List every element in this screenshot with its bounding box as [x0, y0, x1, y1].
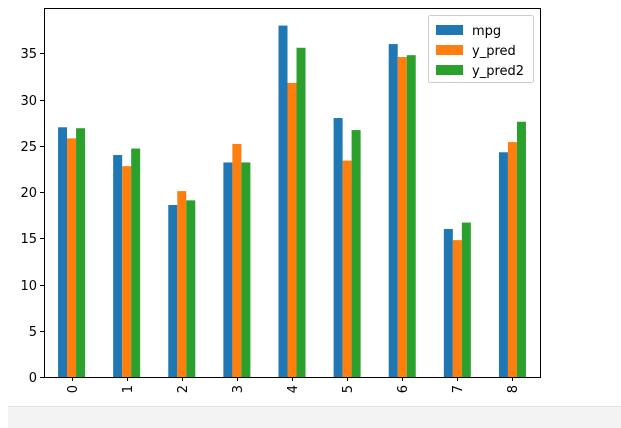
- bar-mpg-4: [278, 25, 288, 377]
- y-tick-label: 25: [20, 140, 37, 155]
- bar-y_pred-4: [287, 82, 297, 377]
- bar-mpg-5: [333, 118, 343, 377]
- x-tick-label: 2: [176, 385, 191, 393]
- legend: mpg y_pred y_pred2: [428, 15, 534, 83]
- y-axis-ticks: 0 5 10 15 20 25 30 35: [20, 47, 44, 386]
- x-tick-label: 6: [396, 385, 411, 393]
- x-tick-label: 4: [286, 385, 301, 393]
- legend-label-mpg: mpg: [472, 24, 501, 39]
- bar-y_pred2-4: [296, 47, 306, 378]
- bar-y_pred-1: [122, 166, 132, 377]
- y-tick-label: 35: [20, 47, 37, 62]
- y-tick-label: 15: [20, 232, 37, 247]
- legend-swatch-y_pred2: [436, 65, 463, 75]
- y-tick-label: 10: [20, 279, 37, 294]
- bar-y_pred-2: [177, 191, 187, 377]
- y-tick-label: 30: [20, 94, 37, 109]
- x-tick-label: 1: [121, 385, 136, 393]
- x-tick-label: 8: [506, 385, 521, 393]
- bar-y_pred-0: [67, 138, 77, 377]
- bar-mpg-6: [388, 44, 398, 378]
- bar-y_pred-3: [232, 143, 242, 377]
- bar-y_pred2-3: [241, 162, 251, 377]
- bar-y_pred-5: [342, 160, 352, 377]
- legend-swatch-y_pred: [436, 45, 463, 55]
- y-tick-label: 0: [29, 371, 37, 386]
- bar-y_pred2-7: [461, 222, 471, 377]
- bar-y_pred2-8: [516, 121, 526, 377]
- bar-y_pred2-1: [131, 148, 141, 377]
- x-tick-label: 3: [231, 385, 246, 393]
- bar-y_pred-7: [452, 240, 462, 377]
- legend-label-y_pred2: y_pred2: [472, 64, 524, 79]
- x-tick-label: 5: [341, 385, 356, 393]
- bar-y_pred2-2: [186, 200, 196, 377]
- x-tick-label: 0: [66, 385, 81, 393]
- bar-mpg-7: [443, 229, 453, 377]
- bar-mpg-2: [168, 204, 178, 377]
- bar-mpg-0: [58, 127, 68, 377]
- y-tick-label: 5: [29, 325, 37, 340]
- bar-mpg-8: [498, 152, 508, 377]
- plot-frame: [44, 8, 541, 378]
- bar-y_pred-6: [397, 57, 407, 377]
- bar-y_pred2-5: [351, 130, 361, 377]
- bar-group: [58, 25, 526, 378]
- legend-swatch-mpg: [436, 25, 463, 35]
- bar-y_pred2-0: [76, 128, 86, 377]
- bar-mpg-1: [113, 155, 123, 377]
- x-axis-ticks: 0 1 2 3 4 5 6 7 8: [66, 377, 521, 393]
- bar-y_pred-8: [507, 142, 517, 377]
- output-area-strip: [8, 406, 621, 428]
- bar-mpg-3: [223, 162, 233, 377]
- x-tick-label: 7: [451, 385, 466, 393]
- y-tick-label: 20: [20, 186, 37, 201]
- bar-y_pred2-6: [406, 55, 416, 378]
- legend-label-y_pred: y_pred: [472, 44, 516, 59]
